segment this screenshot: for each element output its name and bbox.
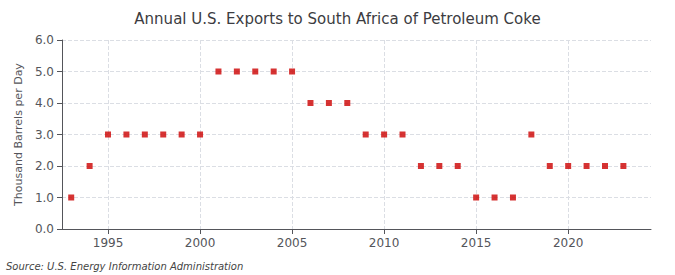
svg-text:2000: 2000	[185, 236, 216, 250]
svg-text:2005: 2005	[277, 236, 308, 250]
svg-text:Thousand Barrels per Day: Thousand Barrels per Day	[12, 63, 25, 207]
svg-text:Source: U.S. Energy Informatio: Source: U.S. Energy Information Administ…	[6, 261, 243, 272]
svg-text:1.0: 1.0	[35, 191, 54, 205]
svg-text:3.0: 3.0	[35, 128, 54, 142]
svg-text:2015: 2015	[461, 236, 492, 250]
svg-text:2020: 2020	[553, 236, 584, 250]
svg-text:0.0: 0.0	[35, 222, 54, 236]
svg-text:5.0: 5.0	[35, 65, 54, 79]
svg-text:Annual U.S. Exports to South A: Annual U.S. Exports to South Africa of P…	[134, 10, 540, 28]
svg-text:2010: 2010	[369, 236, 400, 250]
svg-text:1995: 1995	[93, 236, 124, 250]
svg-text:4.0: 4.0	[35, 96, 54, 110]
svg-text:6.0: 6.0	[35, 33, 54, 47]
svg-text:2.0: 2.0	[35, 159, 54, 173]
